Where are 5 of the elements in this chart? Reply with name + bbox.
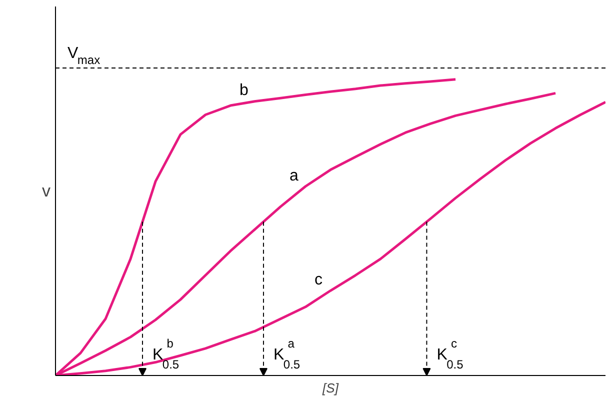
series-label: a xyxy=(290,167,298,184)
series-label: b xyxy=(240,82,248,100)
x-axis-title: [S] xyxy=(322,380,339,396)
y-axis-title: v xyxy=(42,182,51,200)
series-label: c xyxy=(314,272,322,289)
